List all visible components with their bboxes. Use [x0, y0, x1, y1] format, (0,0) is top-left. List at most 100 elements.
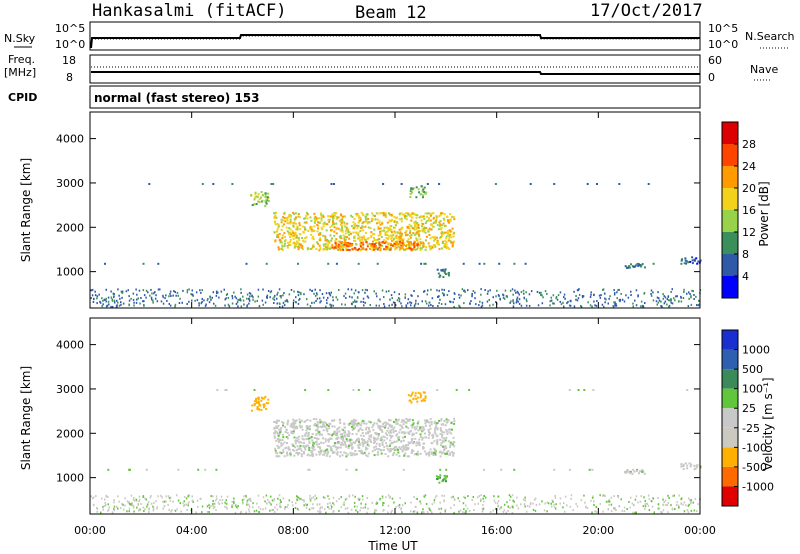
data-cell [145, 296, 147, 299]
data-cell [608, 297, 610, 300]
data-cell [343, 295, 345, 298]
data-cell [405, 245, 407, 247]
data-cell [370, 244, 373, 247]
data-cell [431, 436, 434, 439]
data-cell [573, 290, 575, 293]
data-cell [613, 301, 615, 304]
data-cell [377, 434, 380, 437]
data-cell [91, 497, 94, 500]
data-cell [435, 475, 438, 478]
data-cell [443, 293, 445, 296]
data-cell [315, 300, 317, 302]
colorbar-segment [722, 466, 738, 487]
data-cell [446, 432, 449, 435]
data-cell [333, 230, 336, 233]
data-cell [316, 421, 319, 423]
data-cell [377, 418, 380, 421]
data-cell [272, 183, 275, 185]
data-cell [435, 236, 438, 239]
data-cell [669, 299, 671, 302]
data-cell [331, 246, 334, 249]
data-cell [677, 504, 680, 507]
data-cell [282, 301, 285, 304]
data-cell [465, 511, 467, 514]
data-cell [250, 194, 253, 197]
data-cell [431, 434, 434, 437]
data-cell [337, 446, 340, 449]
data-cell [262, 496, 265, 499]
data-cell [261, 194, 264, 197]
data-cell [563, 510, 566, 513]
data-cell [343, 241, 346, 244]
data-cell [376, 212, 379, 215]
data-cell [228, 305, 231, 308]
data-cell [417, 188, 420, 191]
data-cell [512, 499, 514, 502]
data-cell [394, 224, 397, 227]
data-cell [328, 427, 331, 430]
data-cell [628, 266, 631, 269]
data-cell [498, 495, 500, 498]
data-cell [388, 434, 391, 437]
data-cell [292, 299, 295, 302]
data-cell [118, 304, 121, 307]
data-cell [361, 438, 364, 441]
data-cell [319, 510, 322, 513]
data-cell [431, 297, 434, 300]
data-cell [139, 508, 141, 511]
data-cell [373, 439, 376, 442]
data-cell [427, 430, 430, 433]
data-cell [254, 192, 257, 195]
data-cell [670, 504, 672, 507]
data-cell [416, 400, 419, 403]
data-cell [327, 450, 330, 453]
data-cell [225, 499, 227, 502]
data-cell [410, 189, 413, 192]
data-cell [353, 224, 356, 226]
data-cell [295, 228, 298, 231]
data-cell [375, 422, 378, 425]
data-cell [422, 196, 424, 199]
data-cell [636, 262, 639, 265]
data-cell [349, 242, 352, 245]
data-cell [440, 419, 443, 422]
data-cell [407, 302, 409, 305]
data-cell [138, 289, 141, 292]
data-cell [576, 505, 579, 508]
data-cell [364, 225, 367, 228]
data-cell [362, 435, 365, 437]
data-cell [688, 503, 690, 506]
data-cell [434, 221, 437, 224]
data-cell [696, 304, 698, 307]
data-cell [618, 505, 620, 508]
data-cell [181, 301, 183, 304]
data-cell [347, 231, 350, 234]
data-cell [412, 212, 415, 215]
data-cell [174, 303, 177, 306]
data-cell [553, 183, 556, 185]
data-cell [389, 298, 391, 301]
data-cell [280, 229, 283, 231]
data-cell [405, 444, 408, 446]
data-cell [687, 511, 690, 514]
data-cell [331, 419, 334, 422]
data-cell [171, 509, 173, 512]
colorbar-tick-label: 28 [742, 138, 756, 151]
data-cell [177, 468, 180, 471]
data-cell [335, 228, 338, 231]
data-cell [410, 424, 413, 427]
data-cell [362, 243, 365, 246]
data-cell [213, 503, 215, 506]
data-cell [391, 297, 393, 300]
data-cell [317, 510, 319, 513]
data-cell [341, 428, 344, 431]
y-tick-label: 1000 [56, 472, 84, 485]
data-cell [116, 304, 118, 307]
data-cell [187, 504, 189, 507]
data-cell [280, 427, 283, 430]
data-cell [325, 292, 328, 295]
data-cell [693, 259, 696, 262]
data-cell [363, 304, 365, 307]
data-cell [599, 502, 602, 505]
data-cell [359, 245, 362, 248]
